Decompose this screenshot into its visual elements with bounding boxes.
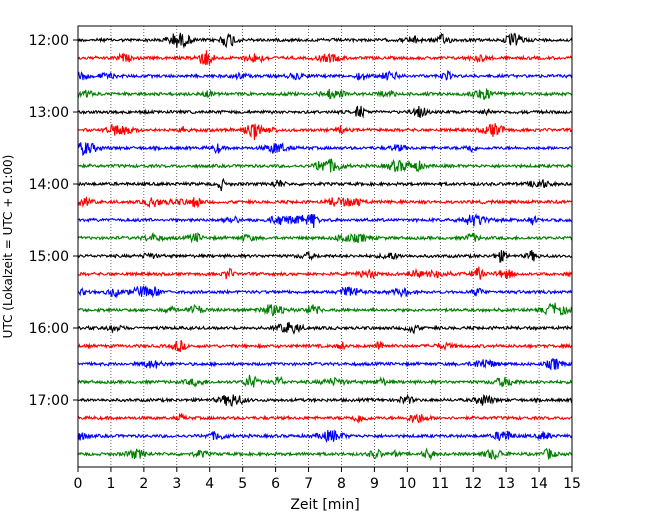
- trace-line: [77, 429, 573, 443]
- x-tick-label: 12: [464, 476, 482, 492]
- x-tick-label: 2: [139, 476, 148, 492]
- x-tick-label: 13: [497, 476, 515, 492]
- y-tick-label: 16:00: [29, 321, 69, 337]
- x-axis-label: Zeit [min]: [290, 497, 359, 513]
- trace-group: [77, 32, 573, 461]
- trace-line: [77, 69, 573, 81]
- x-tick-label: 5: [238, 476, 247, 492]
- plot-frame: [77, 25, 573, 468]
- y-axis-ticks: 12:00 13:00 14:00 15:00 16:00 17:00: [29, 33, 78, 409]
- x-tick-label: 14: [530, 476, 548, 492]
- x-axis-ticks: 0 1 2 3 4 5 6 7 8 9 10 11 12 13 14 15: [74, 467, 581, 492]
- y-axis-label: UTC (Lokalzeit = UTC + 01:00): [1, 155, 15, 339]
- x-tick-label: 0: [74, 476, 83, 492]
- trace-line: [77, 50, 573, 66]
- trace-line: [77, 88, 573, 100]
- x-tick-label: 10: [398, 476, 416, 492]
- x-tick-label: 15: [563, 476, 581, 492]
- trace-line: [77, 265, 573, 280]
- trace-line: [77, 249, 573, 263]
- trace-line: [77, 302, 573, 317]
- trace-line: [77, 177, 573, 192]
- trace-line: [77, 123, 573, 141]
- trace-line: [77, 285, 573, 299]
- trace-line: [77, 357, 573, 371]
- trace-line: [77, 195, 573, 209]
- x-tick-label: 4: [205, 476, 214, 492]
- x-tick-label: 11: [431, 476, 449, 492]
- x-tick-label: 6: [271, 476, 280, 492]
- x-tick-label: 3: [172, 476, 181, 492]
- y-tick-label: 12:00: [29, 33, 69, 49]
- trace-line: [77, 447, 573, 461]
- trace-line: [77, 412, 573, 424]
- y-tick-label: 14:00: [29, 177, 69, 193]
- trace-line: [77, 231, 573, 244]
- trace-line: [77, 158, 573, 173]
- y-tick-label: 13:00: [29, 105, 69, 121]
- trace-line: [77, 393, 573, 407]
- y-tick-label: 17:00: [29, 393, 69, 409]
- trace-line: [77, 105, 573, 119]
- trace-line: [77, 339, 573, 352]
- x-tick-label: 7: [304, 476, 313, 492]
- trace-line: [77, 374, 573, 388]
- x-tick-label: 8: [337, 476, 346, 492]
- trace-line: [77, 213, 573, 228]
- x-tick-label: 9: [370, 476, 379, 492]
- trace-line: [77, 32, 573, 49]
- x-tick-label: 1: [106, 476, 115, 492]
- trace-line: [77, 321, 573, 335]
- trace-line: [77, 142, 573, 157]
- y-tick-label: 15:00: [29, 249, 69, 265]
